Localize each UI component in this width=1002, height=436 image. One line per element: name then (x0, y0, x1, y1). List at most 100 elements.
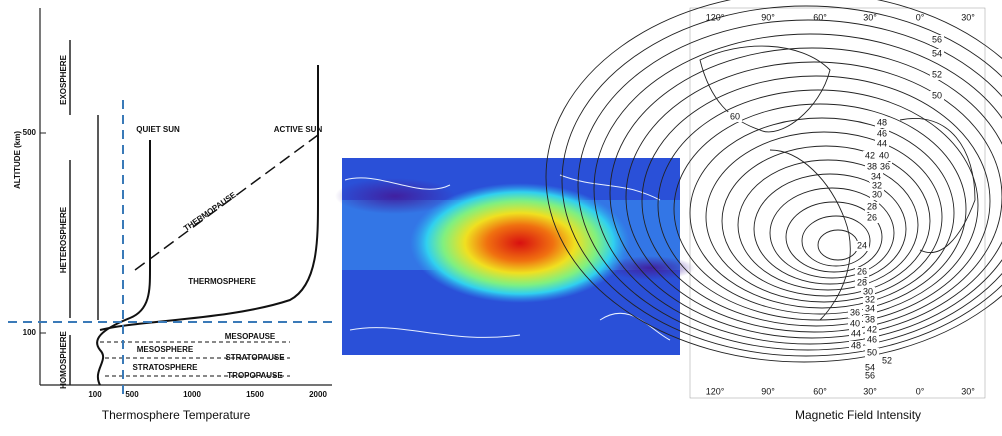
contour-label: 42 (865, 150, 875, 160)
label-bg (878, 162, 892, 172)
label-bg (863, 371, 877, 381)
label-bg (728, 112, 742, 122)
label-bg (848, 319, 862, 329)
label-bg (861, 287, 875, 297)
contour-label: 30 (863, 286, 873, 296)
curve-label: QUIET SUN (136, 125, 180, 134)
contour-label: 44 (877, 138, 887, 148)
contour-line (753, 173, 907, 285)
label-bg (875, 129, 889, 139)
label-bg (865, 348, 879, 358)
contour-label: 54 (932, 48, 942, 58)
x-tick-label: 100 (88, 390, 102, 399)
bottom-tick-label: 30° (961, 386, 975, 396)
contour-line (625, 61, 1002, 333)
boundary-label: STRATOSPHERE (132, 363, 198, 372)
label-bg (930, 49, 944, 59)
axis-label: ALTITUDE (km) (13, 131, 22, 189)
y-tick-label: 500 (23, 128, 37, 137)
bottom-tick-label: 30° (863, 386, 877, 396)
label-bg (877, 151, 891, 161)
contour-line (593, 33, 1002, 345)
contour-line (561, 5, 1002, 357)
contour-line (705, 131, 943, 303)
curve-label: ACTIVE SUN (274, 125, 323, 134)
contour-line (609, 47, 1002, 339)
contour-label: 46 (877, 128, 887, 138)
contour-line (657, 89, 979, 321)
label-bg (870, 181, 884, 191)
label-bg (855, 278, 869, 288)
label-bg (869, 172, 883, 182)
contour-label: 30 (872, 189, 882, 199)
label-bg (863, 151, 877, 161)
label-bg (870, 190, 884, 200)
heatmap-image (335, 158, 695, 355)
contour-label: 52 (932, 69, 942, 79)
contour-label: 38 (867, 161, 877, 171)
layer-label: HETEROSPHERE (59, 206, 68, 273)
layer-label: EXOSPHERE (59, 54, 68, 104)
bottom-tick-label: 90° (761, 386, 775, 396)
label-bg (930, 35, 944, 45)
top-tick-label: 120° (706, 12, 725, 22)
contour-line (769, 187, 895, 279)
label-bg (863, 304, 877, 314)
boundary-label: MESOSPHERE (137, 345, 194, 354)
label-bg (930, 91, 944, 101)
label-bg (848, 308, 862, 318)
contour-line (545, 0, 1002, 363)
contour-line (801, 215, 871, 267)
label-bg (863, 295, 877, 305)
caption: Magnetic Field Intensity (795, 408, 921, 422)
bottom-tick-label: 120° (706, 386, 725, 396)
contour-label: 40 (879, 150, 889, 160)
label-bg (875, 118, 889, 128)
contour-label: 44 (851, 328, 861, 338)
top-tick-label: 0° (916, 12, 925, 22)
magnetic-map (545, 0, 1002, 399)
contour-line (721, 145, 931, 297)
label-bg (875, 139, 889, 149)
contour-label: 52 (882, 355, 892, 365)
x-tick-label: 2000 (309, 390, 327, 399)
contour-label: 28 (857, 277, 867, 287)
contour-line (673, 103, 967, 315)
contour-label: 32 (872, 180, 882, 190)
contour-label: 56 (865, 370, 875, 380)
label-bg (863, 363, 877, 373)
x-tick-label: 1500 (246, 390, 264, 399)
label-bg (863, 315, 877, 325)
label-bg (865, 162, 879, 172)
layer-label: HOMOSPHERE (59, 330, 68, 388)
contour-line (641, 75, 991, 327)
label-bg (855, 267, 869, 277)
contour-label: 54 (865, 362, 875, 372)
label-bg (855, 241, 869, 251)
top-tick-label: 30° (863, 12, 877, 22)
label-bg (849, 329, 863, 339)
x-tick-label: 1000 (183, 390, 201, 399)
contour-label: 42 (867, 324, 877, 334)
contour-label: 40 (850, 318, 860, 328)
contour-label: 50 (932, 90, 942, 100)
contour-line (785, 201, 883, 273)
contour-label: 34 (865, 303, 875, 313)
top-tick-label: 30° (961, 12, 975, 22)
contour-label: 36 (880, 161, 890, 171)
boundary-label: TROPOPAUSE (227, 371, 283, 380)
boundary-label: MESOPAUSE (225, 332, 276, 341)
bottom-tick-label: 60° (813, 386, 827, 396)
label-bg (930, 70, 944, 80)
y-tick-label: 100 (23, 328, 37, 337)
curve-label: THERMOPAUSE (182, 190, 238, 233)
contour-label: 34 (871, 171, 881, 181)
curve-label: THERMOSPHERE (188, 277, 256, 286)
bottom-tick-label: 0° (916, 386, 925, 396)
x-tick-label: 500 (125, 390, 139, 399)
contour-label: 50 (867, 347, 877, 357)
contour-label: 26 (867, 212, 877, 222)
contour-label: 38 (865, 314, 875, 324)
label-bg (865, 202, 879, 212)
